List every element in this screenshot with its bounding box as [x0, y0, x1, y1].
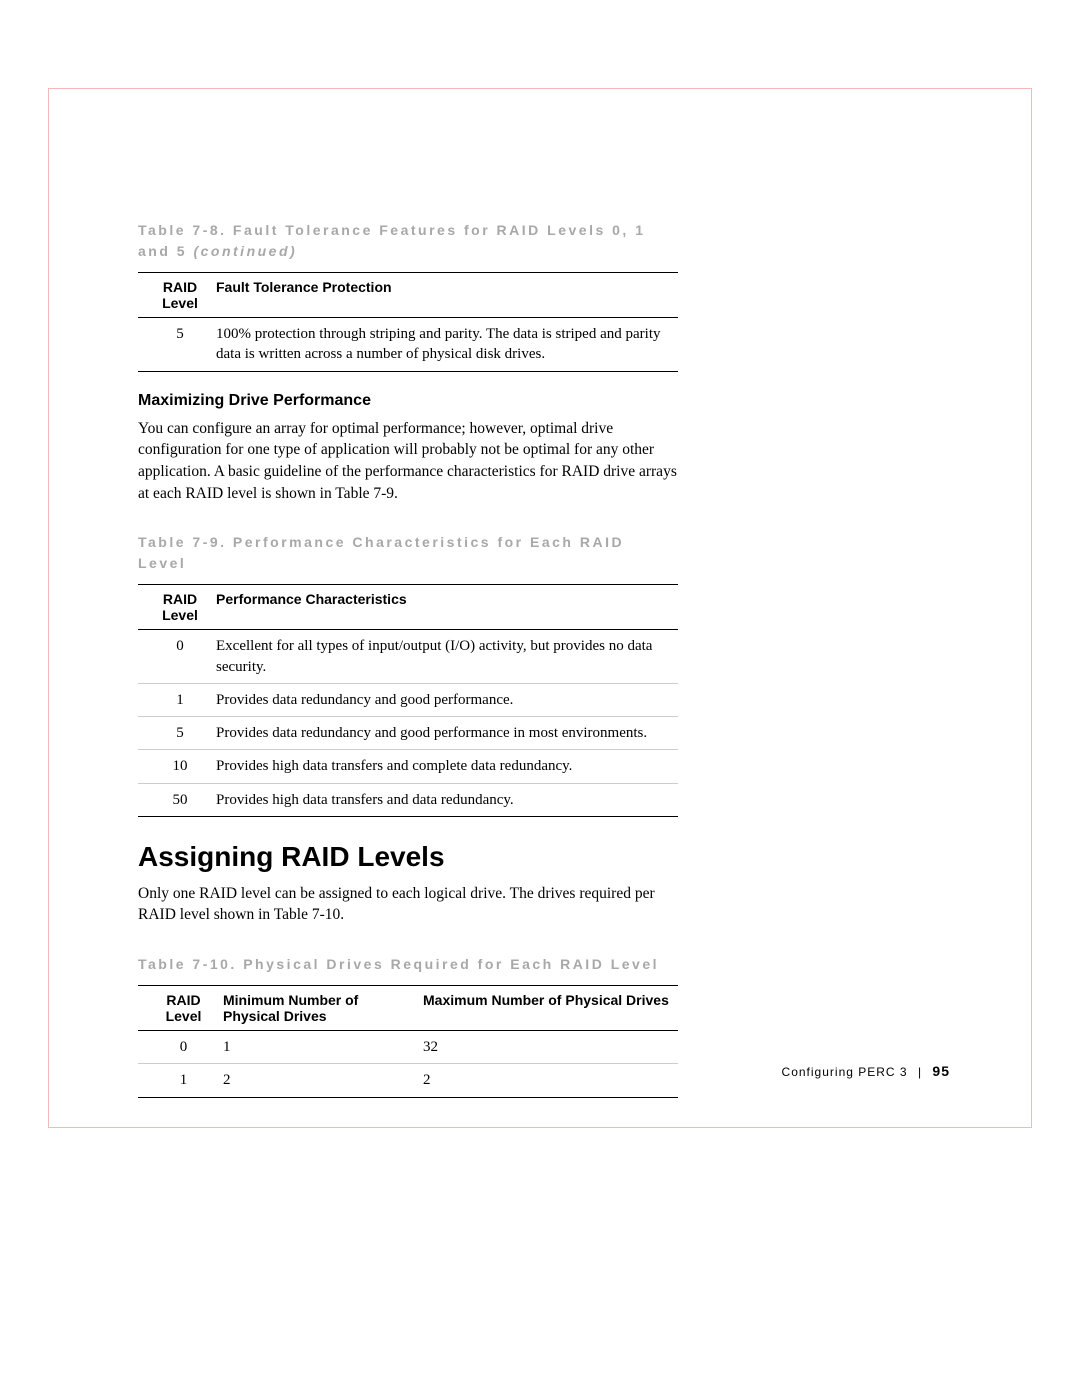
- table-row: 0 1 32: [138, 1031, 678, 1064]
- table-row: 5 Provides data redundancy and good perf…: [138, 717, 678, 750]
- col-performance: Performance Characteristics: [216, 585, 678, 630]
- cell-max: 2: [423, 1064, 678, 1097]
- footer-separator: |: [918, 1065, 922, 1079]
- cell-level: 50: [138, 783, 216, 816]
- page-footer: Configuring PERC 3 | 95: [782, 1063, 950, 1079]
- table-row: 5 100% protection through striping and p…: [138, 318, 678, 372]
- table-caption-continued: (continued): [193, 243, 297, 259]
- cell-level: 0: [138, 1031, 223, 1064]
- table-7-10-caption: Table 7-10. Physical Drives Required for…: [138, 954, 678, 975]
- body-assigning-raid-levels: Only one RAID level can be assigned to e…: [138, 883, 678, 926]
- heading-assigning-raid-levels: Assigning RAID Levels: [138, 841, 678, 873]
- cell-level: 5: [138, 717, 216, 750]
- footer-page-number: 95: [932, 1063, 950, 1079]
- table-7-8-caption: Table 7-8. Fault Tolerance Features for …: [138, 220, 678, 262]
- table-7-9-caption: Table 7-9. Performance Characteristics f…: [138, 532, 678, 574]
- table-performance-characteristics: RAID Level Performance Characteristics 0…: [138, 584, 678, 817]
- table-row: 1 2 2: [138, 1064, 678, 1097]
- footer-section: Configuring PERC 3: [782, 1065, 908, 1079]
- page-content: Table 7-8. Fault Tolerance Features for …: [138, 220, 678, 1118]
- cell-desc: Provides high data transfers and complet…: [216, 750, 678, 783]
- table-row: 0 Excellent for all types of input/outpu…: [138, 630, 678, 684]
- body-maximizing-performance: You can configure an array for optimal p…: [138, 418, 678, 505]
- table-header-row: RAID Level Minimum Number of Physical Dr…: [138, 986, 678, 1031]
- col-raid-level: RAID Level: [138, 585, 216, 630]
- col-raid-level: RAID Level: [138, 273, 216, 318]
- cell-level: 1: [138, 1064, 223, 1097]
- table-row: 50 Provides high data transfers and data…: [138, 783, 678, 816]
- cell-desc: Excellent for all types of input/output …: [216, 630, 678, 684]
- col-raid-level: RAID Level: [138, 986, 223, 1031]
- cell-desc: Provides data redundancy and good perfor…: [216, 717, 678, 750]
- col-min-drives: Minimum Number of Physical Drives: [223, 986, 423, 1031]
- cell-level: 10: [138, 750, 216, 783]
- cell-max: 32: [423, 1031, 678, 1064]
- table-physical-drives: RAID Level Minimum Number of Physical Dr…: [138, 985, 678, 1098]
- col-max-drives: Maximum Number of Physical Drives: [423, 986, 678, 1031]
- cell-desc: 100% protection through striping and par…: [216, 318, 678, 372]
- table-header-row: RAID Level Performance Characteristics: [138, 585, 678, 630]
- cell-level: 1: [138, 683, 216, 716]
- table-row: 1 Provides data redundancy and good perf…: [138, 683, 678, 716]
- cell-desc: Provides high data transfers and data re…: [216, 783, 678, 816]
- cell-level: 0: [138, 630, 216, 684]
- table-fault-tolerance: RAID Level Fault Tolerance Protection 5 …: [138, 272, 678, 372]
- heading-maximizing-performance: Maximizing Drive Performance: [138, 392, 678, 410]
- col-fault-tolerance: Fault Tolerance Protection: [216, 273, 678, 318]
- table-row: 10 Provides high data transfers and comp…: [138, 750, 678, 783]
- cell-min: 1: [223, 1031, 423, 1064]
- cell-min: 2: [223, 1064, 423, 1097]
- cell-level: 5: [138, 318, 216, 372]
- cell-desc: Provides data redundancy and good perfor…: [216, 683, 678, 716]
- table-header-row: RAID Level Fault Tolerance Protection: [138, 273, 678, 318]
